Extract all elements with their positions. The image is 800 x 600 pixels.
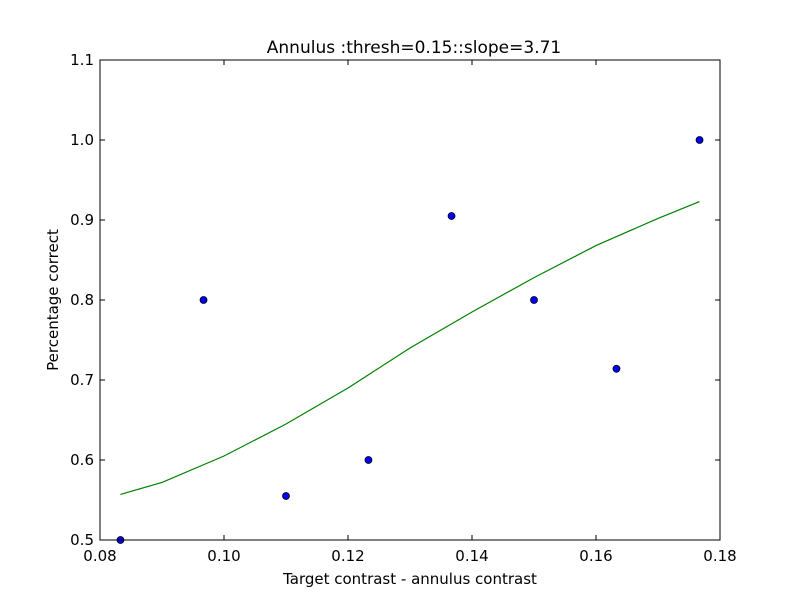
data-point — [695, 136, 704, 144]
data-point — [612, 364, 621, 373]
y-tick-label: 1.1 — [70, 51, 94, 69]
x-tick-label: 0.18 — [703, 547, 736, 565]
y-tick-label: 0.6 — [70, 451, 94, 469]
y-tick-label: 1.0 — [70, 131, 94, 149]
data-point — [364, 456, 373, 464]
y-tick-label: 0.5 — [70, 531, 94, 549]
x-axis-label: Target contrast - annulus contrast — [282, 570, 537, 588]
plot-frame — [99, 59, 721, 541]
y-tick-label: 0.7 — [70, 371, 94, 389]
x-tick-label: 0.12 — [331, 547, 364, 565]
x-tick-label: 0.10 — [207, 547, 240, 565]
data-point — [530, 296, 538, 304]
data-point — [447, 212, 456, 220]
data-point — [199, 296, 208, 304]
data-point — [282, 492, 290, 500]
x-tick-label: 0.16 — [579, 547, 612, 565]
fit-curve-layer — [120, 201, 700, 495]
data-points-layer — [116, 136, 704, 544]
x-tick-label: 0.14 — [455, 547, 488, 565]
fit-curve — [120, 201, 700, 495]
y-tick-label: 0.9 — [70, 211, 94, 229]
x-tick-label: 0.08 — [83, 547, 116, 565]
chart-title: Annulus :thresh=0.15::slope=3.71 — [267, 38, 561, 58]
y-tick-label: 0.8 — [70, 291, 94, 309]
ticks-layer: 0.08 0.10 0.12 0.14 0.16 0.18 0.5 0.6 0.7 0.8 0.9 1… — [70, 51, 737, 565]
y-axis-label: Percentage correct — [44, 229, 62, 371]
